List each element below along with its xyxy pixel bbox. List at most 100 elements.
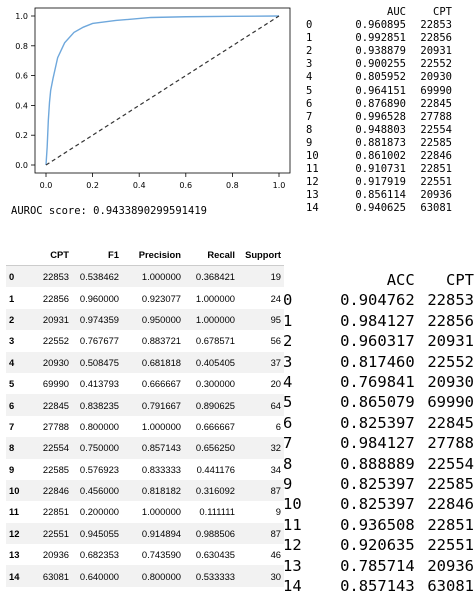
metrics-table-row: 4 20930 0.508475 0.681818 0.405405 37 — [6, 351, 284, 373]
metrics-table-cell: 0.800000 — [79, 420, 119, 432]
metrics-table-cell: 0.508475 — [72, 351, 122, 373]
auc-table-row: 4 0.805952 20930 — [306, 71, 452, 84]
x-tick-label: 1.0 — [273, 181, 286, 190]
auc-table-cell: 22552 — [420, 58, 452, 71]
acc-table-row: 3 0.817460 22552 — [283, 352, 474, 372]
auc-table-cell: 27788 — [420, 110, 452, 123]
metrics-table-cell: 22554 — [26, 437, 72, 459]
metrics-table-cell: 0.678571 — [195, 335, 235, 347]
metrics-table-row: 9 22585 0.576923 0.833333 0.441176 34 — [6, 459, 284, 480]
series-layer — [45, 15, 280, 166]
acc-table-cell: 0.825397 — [340, 475, 415, 494]
auc-table-row: 10 0.861002 22846 — [306, 150, 452, 163]
acc-table-cell: 5 — [283, 393, 293, 412]
metrics-table-cell: 11 — [9, 506, 19, 518]
acc-table-cell: 22552 — [427, 352, 474, 371]
auc-table-row: 11 0.910731 22851 — [306, 163, 452, 176]
auc-table-cell: 9 — [306, 136, 313, 149]
metrics-table-cell: 0.838235 — [72, 394, 122, 416]
auc-table-row: 14 0.940625 63081 — [306, 202, 452, 215]
auc-table-cell: 22856 — [420, 32, 452, 45]
metrics-table-cell: 22846 — [26, 479, 72, 502]
auc-table-cell: 11 — [306, 163, 319, 176]
y-tick-label: 0.4 — [15, 101, 28, 110]
auc-table-cell: 0.856114 — [355, 189, 406, 202]
auc-table-cell: 8 — [306, 123, 313, 136]
auc-table-cell: 22851 — [420, 163, 452, 176]
metrics-table-cell: 69990 — [42, 378, 69, 390]
acc-table-row: 9 0.825397 22585 — [283, 474, 474, 494]
metrics-table-cell: 0.743590 — [141, 549, 181, 561]
metrics-table-cell: 22551 — [26, 522, 72, 545]
auc-table-cell: 14 — [306, 202, 319, 215]
metrics-table-cell: 0.750000 — [72, 437, 122, 459]
auc-header-index — [306, 6, 336, 19]
metrics-table-cell: 0.456000 — [72, 479, 122, 502]
auc-table-cell: 7 — [306, 110, 313, 123]
auroc-score-text: AUROC score: 0.9433890299591419 — [11, 205, 207, 217]
metrics-table-cell: 0 — [6, 265, 26, 288]
metrics-table-cell: 2 — [6, 308, 26, 331]
auc-table-cell: 6 — [306, 97, 313, 110]
auc-table-cell: 1 — [306, 32, 313, 45]
y-tick-label: 0.8 — [15, 42, 28, 51]
metrics-table-cell: 0.988506 — [184, 522, 238, 545]
metrics-table-cell: 1 — [9, 292, 15, 304]
acc-table-row: 14 0.857143 63081 — [283, 576, 474, 596]
acc-table: ACC CPT 0 0.904762 22853 1 0.984127 22856 2 0.9… — [283, 270, 474, 597]
auc-table-row: 5 0.964151 69990 — [306, 85, 452, 98]
auc-table-cell: 0.992851 — [355, 32, 406, 45]
metrics-table-cell: 0.682353 — [79, 549, 119, 561]
acc-table-cell: 10 — [283, 495, 302, 514]
acc-table-cell: 3 — [283, 352, 293, 371]
metrics-table-cell: 6 — [6, 394, 26, 416]
metrics-table-cell: 0.640000 — [72, 565, 122, 587]
auc-table-cell: 0.960895 — [355, 19, 406, 32]
auc-table-cell: 20931 — [420, 45, 452, 58]
auc-table-cell: 2 — [306, 45, 313, 58]
acc-table-row: 11 0.936508 22851 — [283, 515, 474, 535]
acc-table-cell: 8 — [283, 454, 293, 473]
y-tick-label: 1.0 — [15, 12, 28, 21]
metrics-table-cell: 10 — [6, 479, 26, 502]
auc-table-cell: 22853 — [420, 19, 452, 32]
metrics-table-cell: 22853 — [26, 265, 72, 288]
metrics-table-cell: 0.960000 — [79, 292, 119, 304]
metrics-table-cell: 20 — [270, 378, 281, 390]
auc-table-cell: 0.917919 — [355, 176, 406, 189]
acc-table-cell: 9 — [283, 475, 293, 494]
metrics-table-cell: 22585 — [42, 463, 69, 475]
metrics-table-row: 6 22845 0.838235 0.791667 0.890625 64 — [6, 394, 284, 416]
auc-table-cell: 0 — [306, 19, 313, 32]
metrics-table-cell: 22856 — [42, 292, 69, 304]
acc-table-row: 7 0.984127 27788 — [283, 433, 474, 453]
auc-table-cell: 0.805952 — [355, 71, 406, 84]
acc-table-row: 2 0.960317 20931 — [283, 331, 474, 351]
acc-table-cell: 12 — [283, 536, 302, 555]
acc-table-cell: 22853 — [427, 291, 474, 310]
metrics-header-index — [6, 243, 26, 266]
acc-table-cell: 0.769841 — [340, 373, 415, 392]
acc-table-cell: 22585 — [427, 475, 474, 494]
auc-table-cell: 0.900255 — [355, 58, 406, 71]
metrics-table-cell: 3 — [9, 335, 15, 347]
metrics-header-support: Support — [238, 243, 284, 266]
auc-table-cell: 0.876890 — [355, 97, 406, 110]
acc-table-cell: 2 — [283, 332, 293, 351]
metrics-header-f1: F1 — [72, 243, 122, 266]
metrics-table-cell: 63081 — [26, 565, 72, 587]
acc-table-row: 10 0.825397 22846 — [283, 494, 474, 514]
metrics-table-cell: 0.974359 — [72, 308, 122, 331]
auc-table-cell: 0.910731 — [355, 163, 406, 176]
acc-header-cpt: CPT — [446, 271, 474, 289]
auc-table-cell: 69990 — [420, 84, 452, 97]
auc-table: AUC CPT 0 0.960895 22853 1 0.992851 22856 2 0.9… — [306, 6, 452, 216]
metrics-table-row: 7 27788 0.800000 1.000000 0.666667 6 — [6, 416, 284, 437]
metrics-table-cell: 0.576923 — [79, 463, 119, 475]
acc-table-cell: 22856 — [427, 311, 474, 330]
auc-table-cell: 0.940625 — [355, 202, 406, 215]
acc-table-cell: 0.825397 — [340, 495, 415, 514]
acc-table-cell: 0.984127 — [340, 311, 415, 330]
auc-table-row: 7 0.996528 27788 — [306, 111, 452, 124]
metrics-table-cell: 20931 — [26, 308, 72, 331]
